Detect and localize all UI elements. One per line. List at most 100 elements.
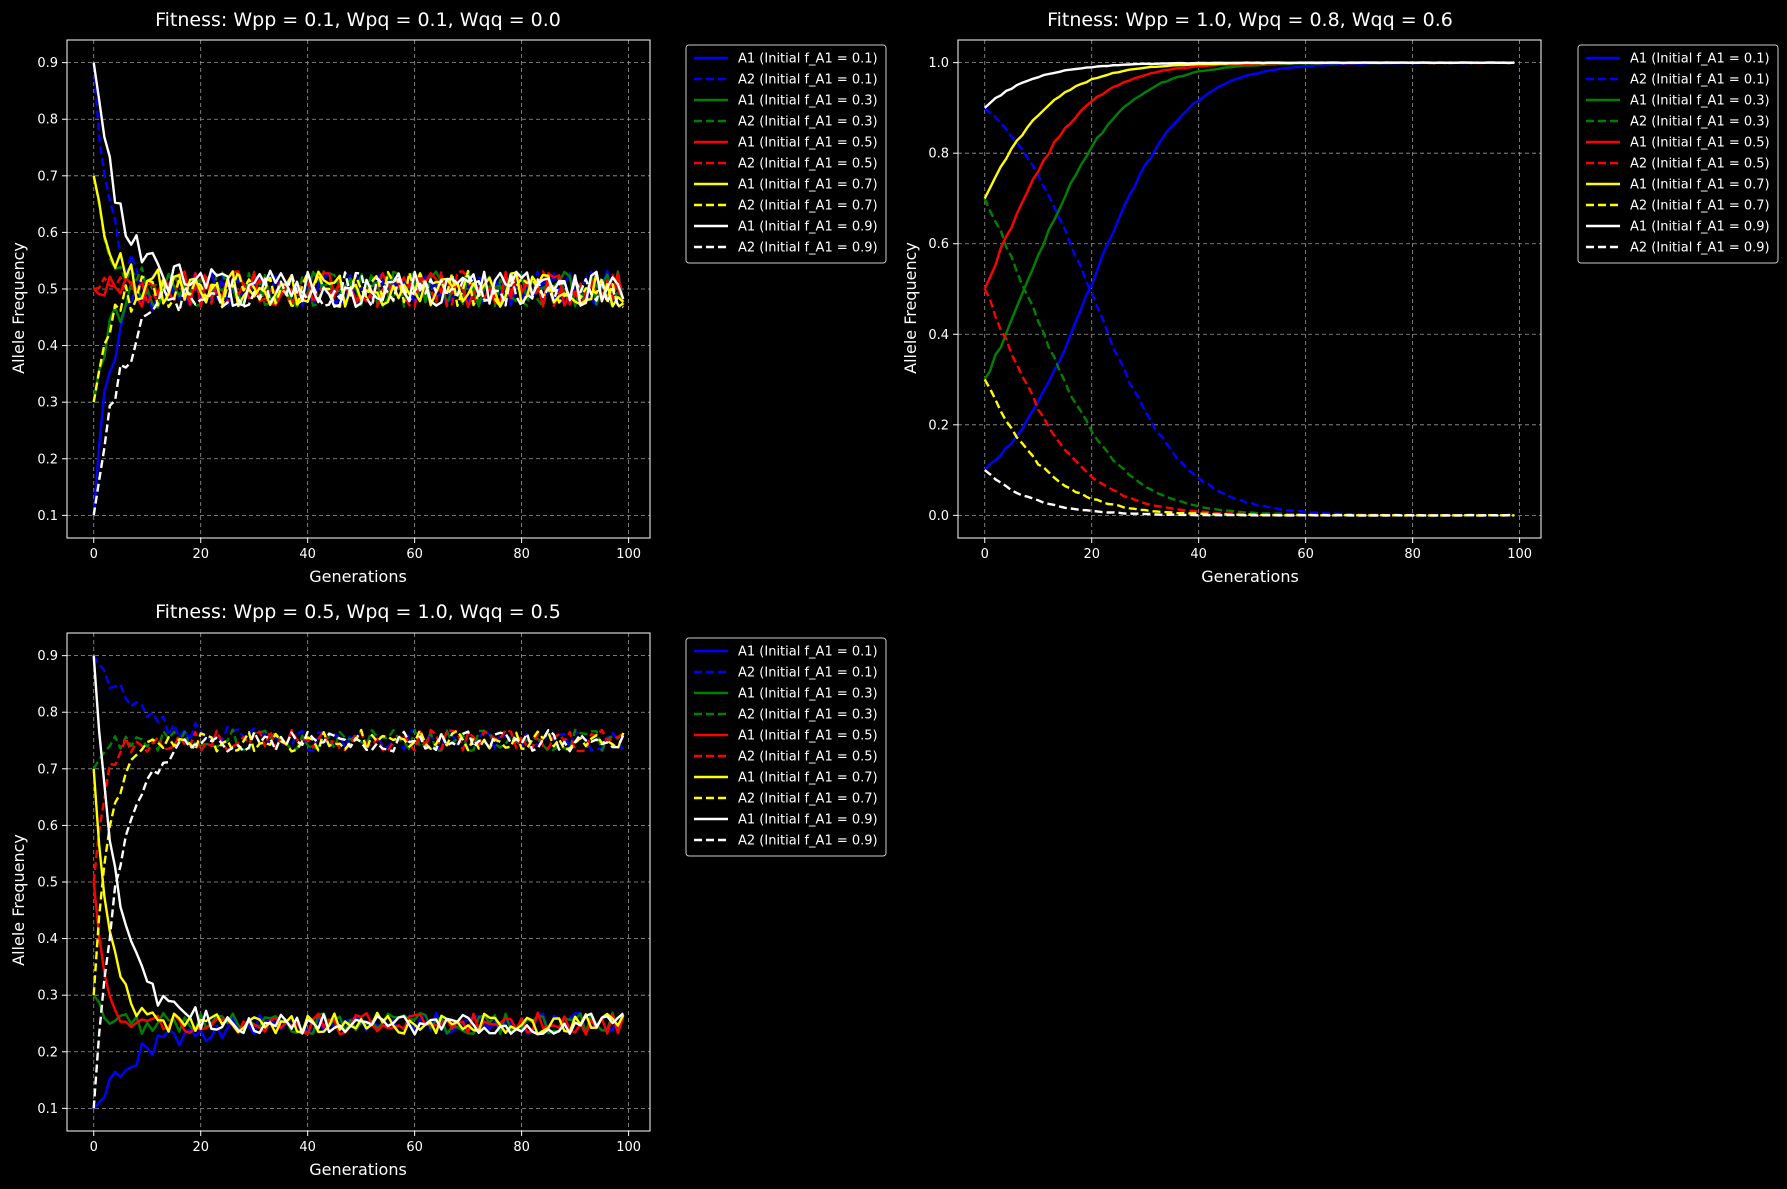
x-axis-label: Generations <box>1201 567 1299 586</box>
legend-label: A2 (Initial f_A1 = 0.9) <box>738 834 878 849</box>
series-lines <box>983 61 1515 517</box>
series-line <box>92 269 624 403</box>
y-tick-label: 0.7 <box>37 169 58 184</box>
y-tick-label: 0.3 <box>37 396 58 411</box>
legend-label: A1 (Initial f_A1 = 0.9) <box>1630 220 1770 235</box>
x-axis-label: Generations <box>309 567 407 586</box>
axis-ticks: 0 20 40 60 80 100 0.1 0.2 0.3 0.4 0.5 0.6 0.7 0.8 0.9 <box>37 56 641 562</box>
y-tick-label: 0.2 <box>37 1045 58 1060</box>
y-tick-label: 0.6 <box>37 226 58 241</box>
y-tick-label: 0.2 <box>37 452 58 467</box>
series-line <box>92 881 625 1036</box>
legend-label: A2 (Initial f_A1 = 0.7) <box>1630 199 1770 214</box>
y-tick-label: 0.5 <box>37 283 58 298</box>
x-tick-label: 60 <box>1297 547 1314 562</box>
legend-label: A1 (Initial f_A1 = 0.7) <box>738 771 878 786</box>
legend-label: A1 (Initial f_A1 = 0.5) <box>1630 136 1770 151</box>
y-tick-label: 0.4 <box>928 328 949 343</box>
series-line <box>92 654 625 753</box>
chart-title: Fitness: Wpp = 1.0, Wpq = 0.8, Wqq = 0.6 <box>1047 9 1453 31</box>
legend-label: A2 (Initial f_A1 = 0.3) <box>1630 115 1770 130</box>
legend-label: A2 (Initial f_A1 = 0.9) <box>1630 241 1770 256</box>
y-tick-label: 0.8 <box>928 147 949 162</box>
y-tick-label: 0.9 <box>37 56 58 71</box>
chart-title: Fitness: Wpp = 0.1, Wpq = 0.1, Wqq = 0.0 <box>155 9 561 31</box>
legend-label: A1 (Initial f_A1 = 0.5) <box>738 729 878 744</box>
x-tick-label: 80 <box>1404 547 1421 562</box>
y-tick-label: 0.2 <box>928 418 949 433</box>
x-tick-label: 100 <box>616 1140 641 1155</box>
y-tick-label: 0.0 <box>928 509 949 524</box>
legend-label: A1 (Initial f_A1 = 0.3) <box>1630 94 1770 109</box>
x-tick-label: 100 <box>616 547 641 562</box>
y-axis-label: Allele Frequency <box>9 834 28 966</box>
y-tick-label: 0.6 <box>37 819 58 834</box>
x-tick-label: 40 <box>1190 547 1207 562</box>
x-tick-label: 20 <box>192 547 209 562</box>
y-tick-label: 0.1 <box>37 1102 58 1117</box>
legend-label: A2 (Initial f_A1 = 0.1) <box>738 73 878 88</box>
legend-label: A1 (Initial f_A1 = 0.1) <box>738 645 878 660</box>
series-line <box>92 768 625 1036</box>
series-line <box>983 61 1515 109</box>
series-line <box>983 378 1515 517</box>
y-tick-label: 0.6 <box>928 237 949 252</box>
legend-label: A1 (Initial f_A1 = 0.3) <box>738 687 878 702</box>
series-line <box>983 198 1515 517</box>
subplot-panel: Fitness: Wpp = 0.5, Wpq = 1.0, Wqq = 0.5… <box>9 601 887 1179</box>
series-line <box>92 271 624 516</box>
series-line <box>983 469 1515 517</box>
y-axis-label: Allele Frequency <box>9 242 28 374</box>
legend-box <box>1577 44 1779 264</box>
legend: A1 (Initial f_A1 = 0.1) A2 (Initial f_A1 … <box>685 44 887 264</box>
series-line <box>92 728 625 996</box>
legend-label: A1 (Initial f_A1 = 0.9) <box>738 813 878 828</box>
y-tick-label: 0.4 <box>37 932 58 947</box>
x-tick-label: 100 <box>1507 547 1532 562</box>
series-line <box>983 107 1515 517</box>
legend-label: A2 (Initial f_A1 = 0.5) <box>738 157 878 172</box>
legend-label: A2 (Initial f_A1 = 0.1) <box>1630 73 1770 88</box>
legend-label: A1 (Initial f_A1 = 0.7) <box>738 178 878 193</box>
x-tick-label: 0 <box>90 1140 98 1155</box>
x-tick-label: 20 <box>1083 547 1100 562</box>
legend-box <box>685 637 887 857</box>
legend-label: A1 (Initial f_A1 = 0.9) <box>738 220 878 235</box>
legend-label: A1 (Initial f_A1 = 0.7) <box>1630 178 1770 193</box>
legend-label: A2 (Initial f_A1 = 0.7) <box>738 792 878 807</box>
y-tick-label: 1.0 <box>928 56 949 71</box>
plot-frame <box>957 39 1542 539</box>
x-tick-label: 0 <box>90 547 98 562</box>
axis-ticks: 0 20 40 60 80 100 0.1 0.2 0.3 0.4 0.5 0.6 0.7 0.8 0.9 <box>37 649 641 1155</box>
legend-label: A2 (Initial f_A1 = 0.1) <box>738 666 878 681</box>
subplot-panel: Fitness: Wpp = 1.0, Wpq = 0.8, Wqq = 0.6… <box>901 9 1779 586</box>
y-tick-label: 0.4 <box>37 339 58 354</box>
subplot-panel: Fitness: Wpp = 0.1, Wpq = 0.1, Wqq = 0.0… <box>9 9 887 586</box>
y-tick-label: 0.8 <box>37 706 58 721</box>
legend-label: A2 (Initial f_A1 = 0.9) <box>738 241 878 256</box>
legend-label: A1 (Initial f_A1 = 0.1) <box>738 52 878 67</box>
x-tick-label: 60 <box>406 1140 423 1155</box>
y-tick-label: 0.3 <box>37 989 58 1004</box>
series-lines <box>92 62 625 516</box>
series-line <box>92 655 625 1036</box>
legend-label: A1 (Initial f_A1 = 0.5) <box>738 136 878 151</box>
legend-label: A2 (Initial f_A1 = 0.3) <box>738 708 878 723</box>
legend-box <box>685 44 887 264</box>
legend: A1 (Initial f_A1 = 0.1) A2 (Initial f_A1 … <box>685 637 887 857</box>
y-tick-label: 0.7 <box>37 762 58 777</box>
legend: A1 (Initial f_A1 = 0.1) A2 (Initial f_A1 … <box>1577 44 1779 264</box>
x-tick-label: 0 <box>981 547 989 562</box>
legend-label: A2 (Initial f_A1 = 0.3) <box>738 115 878 130</box>
x-tick-label: 40 <box>299 1140 316 1155</box>
legend-label: A2 (Initial f_A1 = 0.5) <box>1630 157 1770 172</box>
legend-label: A2 (Initial f_A1 = 0.5) <box>738 750 878 765</box>
series-lines <box>92 654 625 1110</box>
y-tick-label: 0.9 <box>37 649 58 664</box>
series-line <box>92 728 625 1109</box>
x-tick-label: 40 <box>299 547 316 562</box>
x-tick-label: 80 <box>513 1140 530 1155</box>
y-tick-label: 0.5 <box>37 876 58 891</box>
chart-title: Fitness: Wpp = 0.5, Wpq = 1.0, Wqq = 0.5 <box>155 601 561 623</box>
